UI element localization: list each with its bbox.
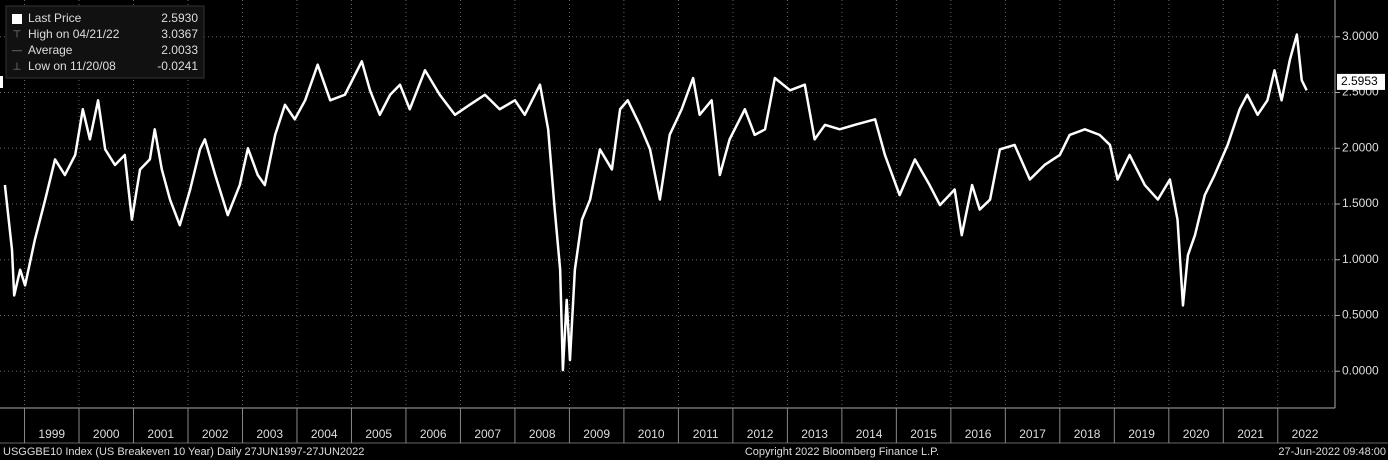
x-tick-label: 2000 (93, 427, 120, 441)
y-tick-label: 0.5000 (1342, 308, 1379, 322)
last-price-tag: 2.5953 (1341, 74, 1378, 88)
last-price-tag-box (1337, 73, 1385, 90)
y-tick-label: 2.0000 (1342, 140, 1379, 154)
legend-value: 2.5930 (161, 11, 198, 25)
x-tick-label: 2013 (801, 427, 828, 441)
legend-symbol: — (12, 46, 22, 57)
x-tick-label: 2004 (311, 427, 338, 441)
x-tick-label: 2022 (1292, 427, 1319, 441)
x-tick-label: 2019 (1128, 427, 1155, 441)
x-tick-label: 2002 (202, 427, 229, 441)
x-tick-label: 2010 (638, 427, 665, 441)
legend-value: 3.0367 (161, 27, 198, 41)
y-tick-label: 1.0000 (1342, 252, 1379, 266)
y-tick-label: 1.5000 (1342, 196, 1379, 210)
x-tick-label: 2003 (256, 427, 283, 441)
footer-right: 27-Jun-2022 09:48:00 (1278, 446, 1386, 458)
x-tick-label: 2009 (583, 427, 610, 441)
footer-left: USGGBE10 Index (US Breakeven 10 Year) Da… (3, 446, 364, 458)
x-tick-label: 2011 (693, 427, 719, 441)
x-tick-label: 2006 (420, 427, 447, 441)
x-tick-label: 1999 (38, 427, 65, 441)
price-line (3, 33, 1308, 372)
x-tick-label: 2005 (365, 427, 392, 441)
legend-label: High on 04/21/22 (28, 27, 120, 41)
last-price-marker (0, 76, 3, 88)
x-tick-label: 2016 (965, 427, 992, 441)
legend-label: Low on 11/20/08 (28, 59, 116, 73)
plot-area: 0.00000.50001.00001.50002.00002.50003.00… (0, 0, 1385, 443)
footer-center: Copyright 2022 Bloomberg Finance L.P. (745, 446, 939, 458)
legend-box (5, 5, 205, 79)
y-tick-label: 3.0000 (1342, 29, 1379, 43)
x-tick-label: 2021 (1237, 427, 1264, 441)
x-tick-label: 2018 (1074, 427, 1101, 441)
legend: Last Price 2.5930 ⊤ High on 04/21/22 3.0367 —… (12, 11, 198, 73)
x-tick-label: 2020 (1183, 427, 1210, 441)
legend-symbol: ⊥ (13, 62, 22, 73)
x-tick-label: 2001 (147, 427, 174, 441)
x-tick-label: 2008 (529, 427, 556, 441)
x-tick-label: 2017 (1019, 427, 1046, 441)
x-tick-label: 2012 (747, 427, 774, 441)
legend-label: Average (28, 43, 73, 57)
legend-swatch (12, 14, 22, 24)
y-tick-label: 0.0000 (1342, 363, 1379, 377)
legend-value: -0.0241 (157, 59, 198, 73)
legend-value: 2.0033 (161, 43, 198, 57)
x-tick-label: 2014 (856, 427, 883, 441)
x-tick-label: 2015 (910, 427, 937, 441)
x-tick-label: 2007 (474, 427, 501, 441)
legend-label: Last Price (28, 11, 82, 25)
legend-symbol: ⊤ (13, 30, 22, 41)
